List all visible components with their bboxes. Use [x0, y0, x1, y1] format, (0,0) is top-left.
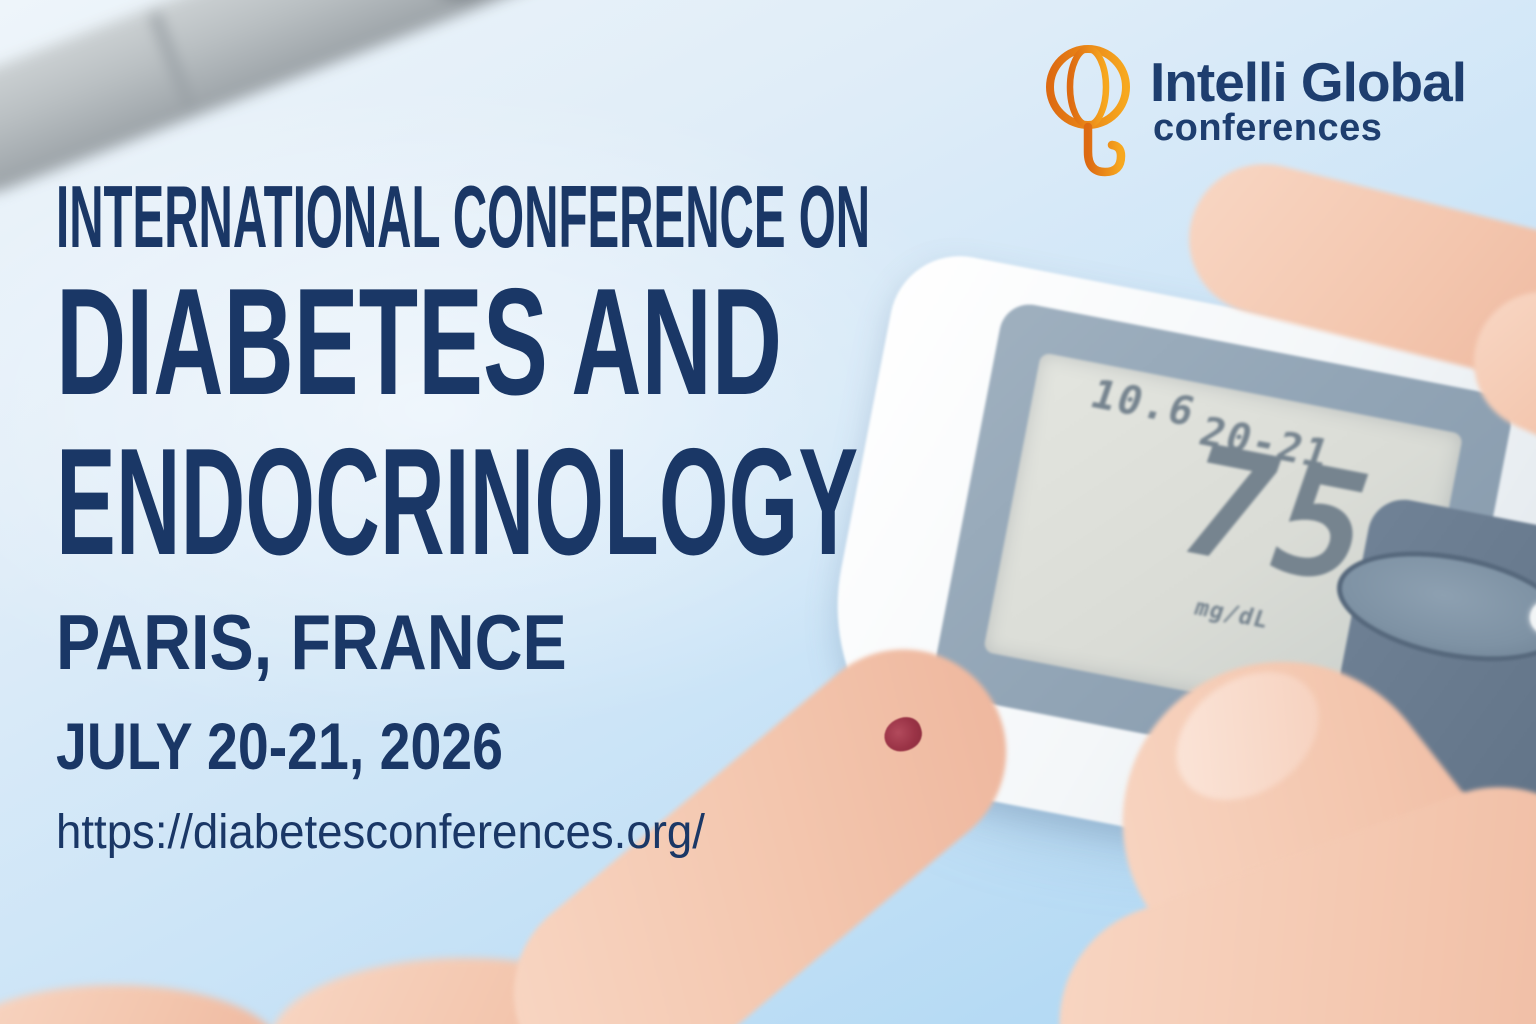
event-website-url: https://diabetesconferences.org/: [56, 806, 705, 859]
event-kicker: INTERNATIONAL CONFERENCE ON: [56, 167, 871, 266]
lcd-date: 10.6: [1084, 371, 1203, 436]
globe-icon: [1046, 45, 1130, 177]
event-dates: JULY 20-21, 2026: [56, 709, 503, 783]
lancet-pen-seam: [149, 10, 197, 114]
event-location: PARIS, FRANCE: [56, 598, 567, 686]
event-title-line2: ENDOCRINOLOGY: [56, 417, 859, 587]
brand-subtitle: conferences: [1153, 107, 1383, 149]
event-title-line1: DIABETES AND: [56, 257, 783, 427]
brand-name: Intelli Global: [1150, 51, 1467, 113]
lancet-pen-cap: [398, 0, 598, 13]
knuckle-photo: [0, 985, 280, 1024]
